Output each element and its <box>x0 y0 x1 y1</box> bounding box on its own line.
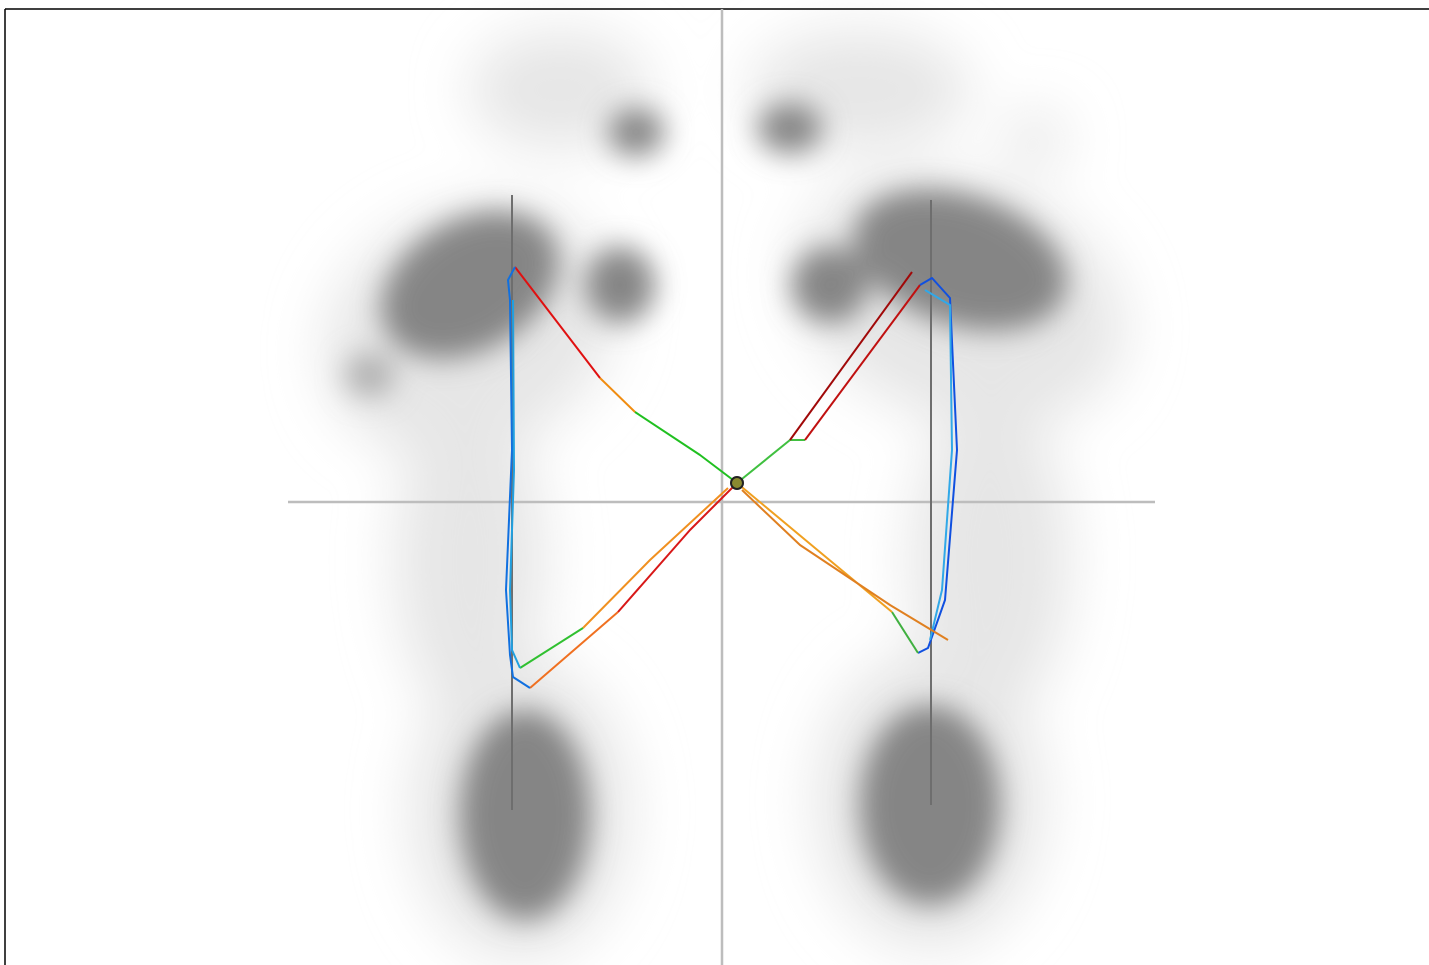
trace-segment <box>892 612 918 653</box>
trace-segment <box>737 440 805 483</box>
right-big-toe <box>758 103 822 153</box>
left-outer-forefoot <box>345 353 395 397</box>
right-small-toe-halo <box>1005 110 1065 170</box>
pressure-view <box>0 0 1429 965</box>
left-big-toe <box>608 108 664 156</box>
trace-segment <box>583 488 728 628</box>
page: {} html, body { margin: 0; padding: 0; w… <box>0 0 1429 965</box>
right-second-toe <box>792 247 868 323</box>
frame <box>5 9 1429 965</box>
left-second-toe <box>585 247 655 323</box>
page-body <box>0 0 1429 965</box>
left-heel <box>460 710 590 920</box>
trace-segment <box>530 612 618 688</box>
center-of-force <box>731 477 743 489</box>
trace-segment <box>600 378 635 412</box>
